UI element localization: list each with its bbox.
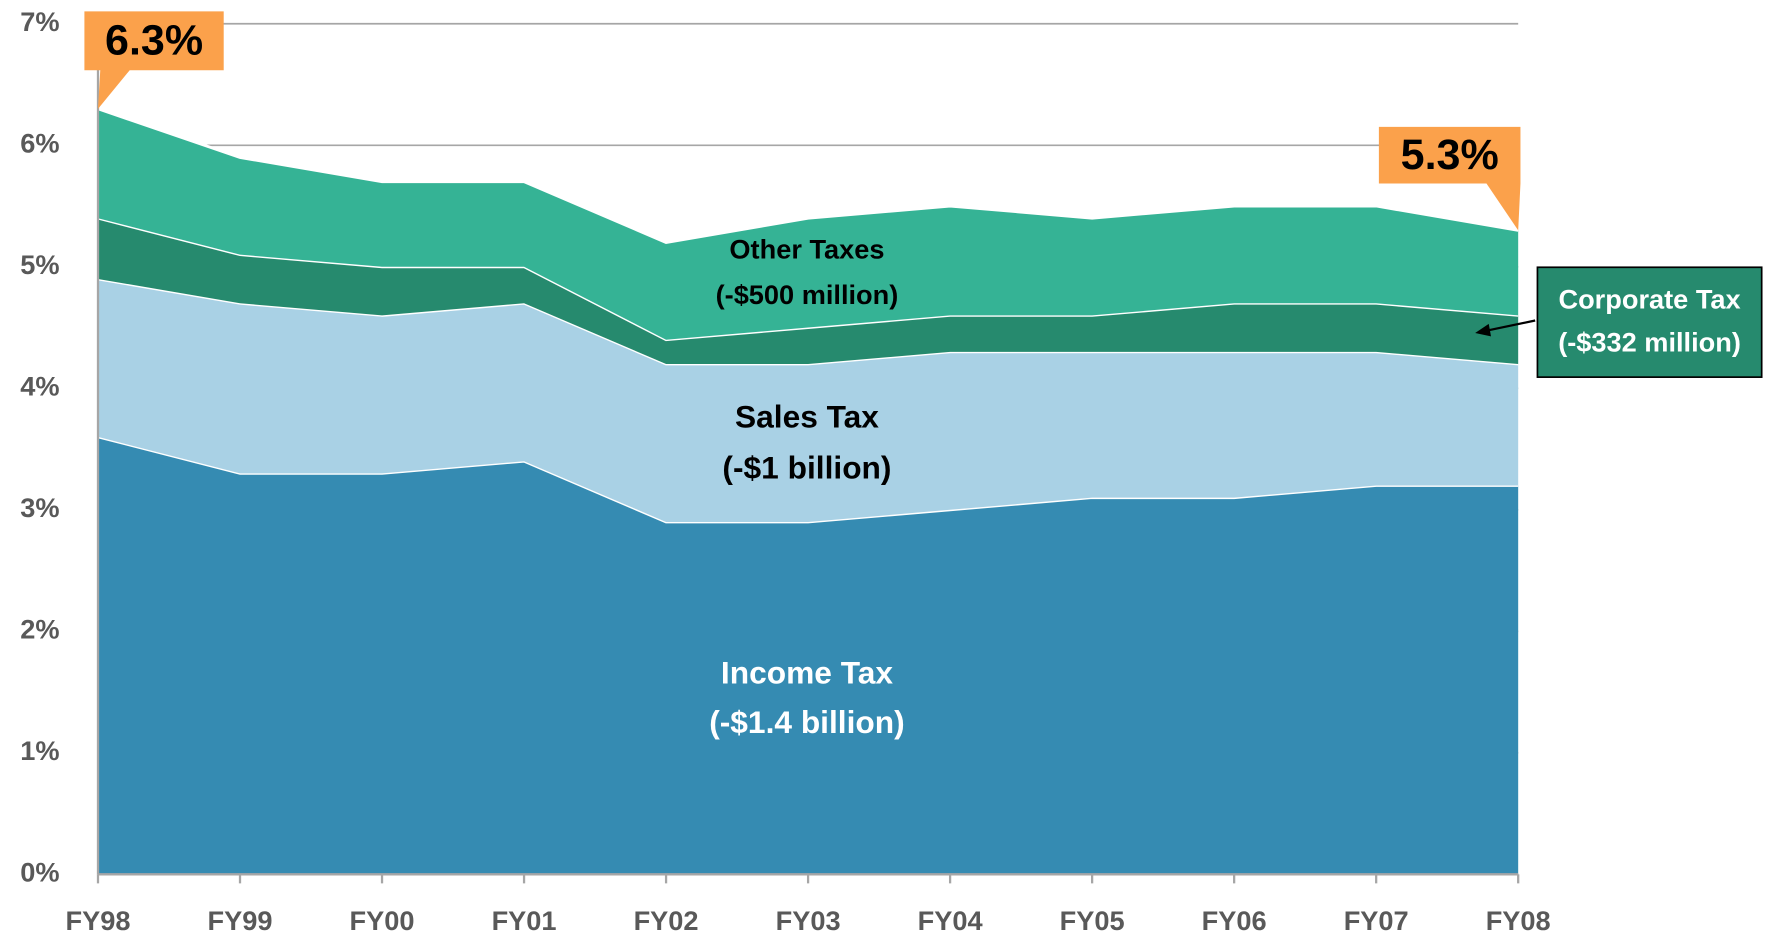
- series-change: (-$332 million): [1558, 326, 1741, 357]
- callout-label: 6.3%: [105, 16, 203, 64]
- area: [97, 108, 1519, 340]
- y-tick-label: 3%: [20, 492, 59, 523]
- x-tick-label: FY05: [1060, 905, 1125, 936]
- arrow-line: [1486, 319, 1536, 332]
- y-tick-label: 7%: [20, 6, 59, 37]
- series-change: (-$500 million): [716, 279, 899, 310]
- x-tick-label: FY98: [66, 905, 131, 936]
- x-tick-label: FY07: [1344, 905, 1409, 936]
- y-tick-label: 2%: [20, 613, 59, 644]
- series-change: (-$1 billion): [722, 449, 891, 485]
- y-tick-label: 5%: [20, 249, 59, 280]
- y-tick-label: 4%: [20, 370, 59, 401]
- y-tick-label: 6%: [20, 127, 59, 158]
- x-tick-label: FY00: [350, 905, 415, 936]
- x-tick-label: FY99: [208, 905, 273, 936]
- x-tick-label: FY01: [492, 905, 557, 936]
- callout-label: 5.3%: [1401, 131, 1499, 179]
- area-edge: [97, 107, 1519, 244]
- arrow-head: [1475, 323, 1492, 337]
- series-change: (-$1.4 billion): [709, 704, 905, 740]
- y-tick-label: 1%: [20, 735, 59, 766]
- callout: [1378, 126, 1521, 231]
- corporate-box: [1536, 266, 1763, 378]
- series-label: Other Taxes: [729, 234, 884, 265]
- x-tick-label: FY03: [776, 905, 841, 936]
- callout: [84, 11, 224, 109]
- series-label: Corporate Tax: [1558, 283, 1740, 314]
- x-tick-label: FY04: [918, 905, 983, 936]
- area: [97, 278, 1519, 522]
- series-label: Income Tax: [721, 654, 893, 690]
- area: [97, 436, 1519, 875]
- x-tick-label: FY02: [634, 905, 699, 936]
- x-tick-label: FY08: [1486, 905, 1551, 936]
- y-tick-label: 0%: [20, 857, 59, 888]
- series-label: Sales Tax: [735, 398, 879, 434]
- x-tick-label: FY06: [1202, 905, 1267, 936]
- area: [97, 218, 1519, 364]
